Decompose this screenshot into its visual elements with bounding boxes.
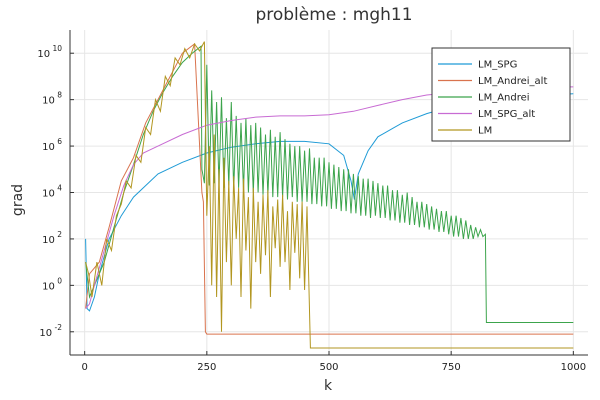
- x-tick-label: 500: [319, 362, 338, 373]
- grid-layer: [70, 30, 588, 355]
- legend-label: LM_Andrei: [478, 93, 530, 104]
- legend-label: LM_Andrei_alt: [478, 76, 547, 87]
- x-tick-label: 750: [442, 362, 461, 373]
- x-axis-label: k: [324, 378, 333, 394]
- y-tick-label: 10 2: [42, 230, 62, 246]
- y-tick-label: 10 4: [42, 184, 62, 200]
- y-tick-label: 10 6: [42, 137, 62, 153]
- y-tick-label: 10 0: [42, 276, 62, 292]
- chart-title: problème : mgh11: [255, 5, 412, 25]
- y-tick-label: 10 -2: [39, 323, 62, 339]
- legend-label: LM: [478, 126, 492, 137]
- legend: LM_SPG LM_Andrei_alt LM_Andrei LM_SPG_alt LM: [431, 47, 571, 142]
- axes-layer: 0 250 500 750 1000 10 10 10 8 10 6 10 4 10 2 10 0 1…: [37, 30, 588, 373]
- y-tick-label: 10 8: [42, 91, 62, 107]
- legend-label: LM_SPG: [478, 60, 517, 71]
- y-axis-label: grad: [10, 184, 26, 216]
- series-line-lm: [85, 41, 574, 349]
- x-tick-label: 250: [197, 362, 216, 373]
- legend-label: LM_SPG_alt: [478, 109, 535, 120]
- x-tick-label: 0: [81, 362, 87, 373]
- y-tick-label: 10 10: [37, 44, 62, 60]
- x-tick-label: 1000: [561, 362, 586, 373]
